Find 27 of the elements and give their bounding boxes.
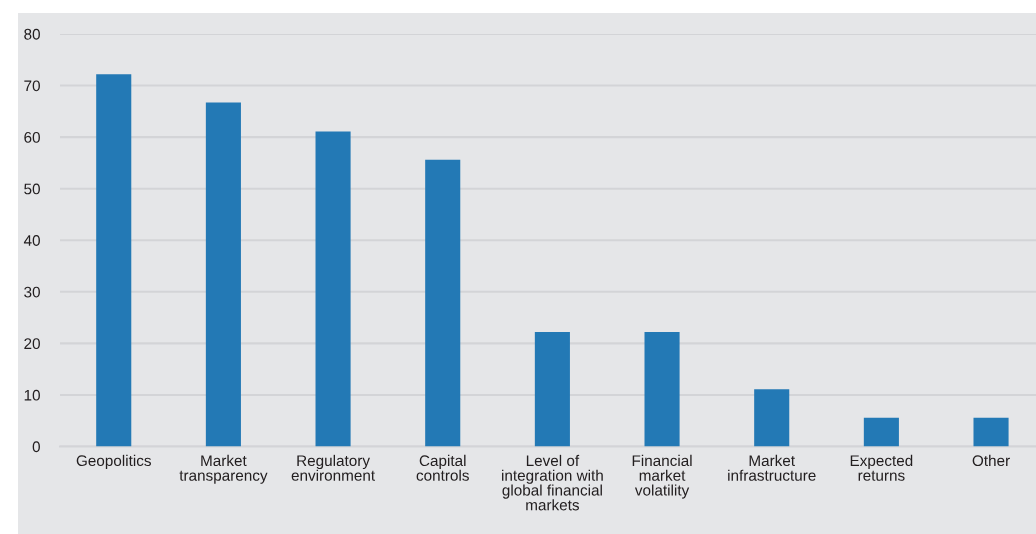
x-tick-label: Other: [972, 454, 1010, 467]
y-tick-label: 30: [24, 286, 40, 298]
x-tick-label: Level of integration with global financial markets: [502, 454, 603, 511]
x-tick-label: Financial market volatility: [632, 454, 692, 499]
bar: [315, 131, 351, 447]
bar: [534, 332, 570, 447]
x-tick-label: Regulatory environment: [291, 454, 375, 481]
y-tick-label: 40: [23, 235, 40, 246]
y-tick-label: 70: [24, 80, 40, 92]
x-tick-label: Geopolitics: [76, 454, 151, 470]
bar: [754, 389, 790, 447]
bar: [973, 417, 1009, 447]
y-tick-label: 0: [32, 441, 40, 453]
bar: [644, 332, 680, 447]
y-tick-label: 80: [24, 28, 40, 40]
bar: [96, 74, 132, 447]
x-tick-label: Expected returns: [850, 454, 913, 481]
bar: [425, 159, 461, 447]
x-tick-label: Market transparency: [179, 454, 268, 484]
y-tick-label: 60: [24, 131, 40, 143]
y-tick-label: 10: [24, 389, 40, 401]
bar: [863, 417, 899, 447]
x-tick-label: Market infrastructure: [728, 454, 816, 481]
y-tick-label: 20: [24, 338, 40, 350]
bar: [205, 102, 241, 447]
y-tick-label: 50: [24, 183, 40, 195]
x-tick-label: Capital controls: [416, 454, 469, 481]
